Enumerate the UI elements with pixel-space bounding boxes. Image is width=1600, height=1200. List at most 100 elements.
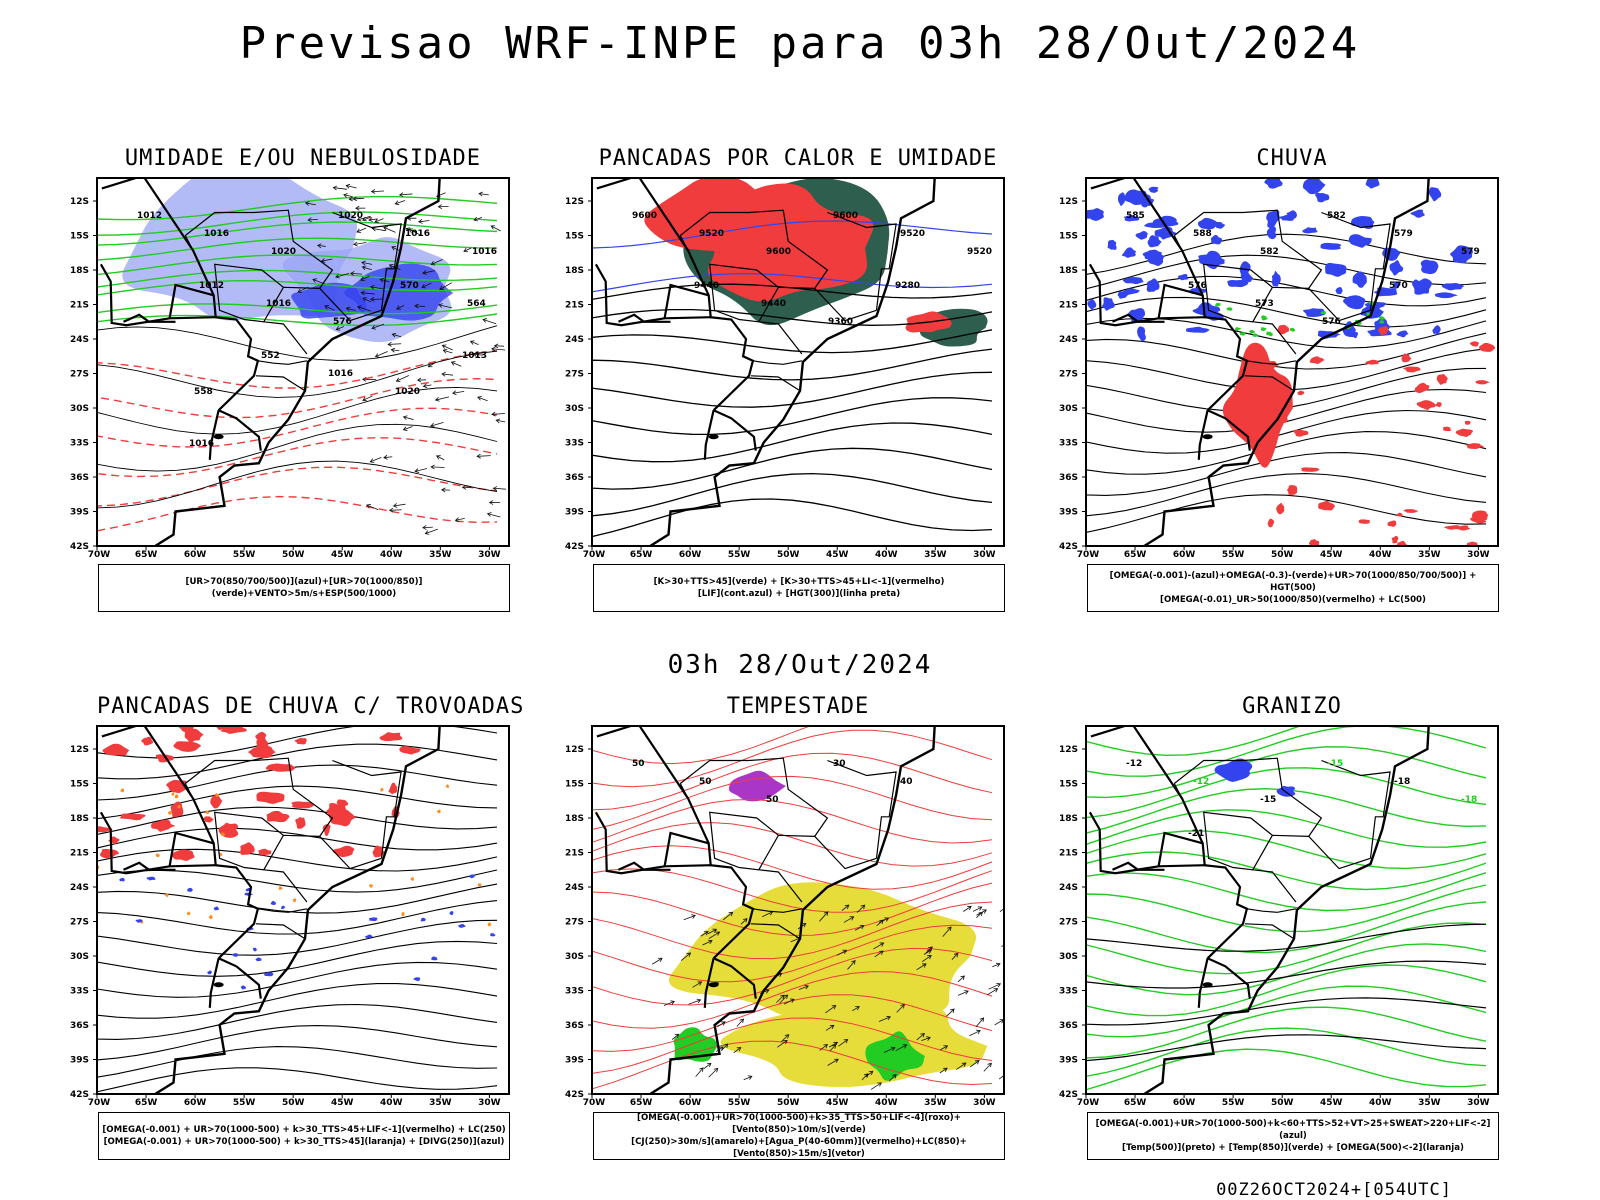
country-border: [594, 263, 665, 327]
lat-tick-label: 18S: [70, 814, 89, 824]
lon-tick-label: 55W: [233, 550, 256, 560]
lon-tick-label: 40W: [1369, 550, 1392, 560]
contour-label: 1012: [199, 281, 224, 291]
state-border: [1321, 759, 1391, 859]
lat-tick-label: 39S: [1059, 1056, 1078, 1066]
country-border: [1207, 957, 1251, 999]
main-title: Previsao WRF-INPE para 03h 28/Out/2024: [239, 18, 1361, 69]
country-border: [168, 831, 217, 868]
lon-tick-label: 70W: [1077, 1098, 1100, 1108]
panel-title: CHUVA: [1256, 146, 1328, 171]
lat-tick-label: 24S: [70, 335, 89, 345]
lon-tick-label: 60W: [1173, 550, 1196, 560]
state-border: [750, 375, 801, 392]
contour-label: 1016: [189, 439, 214, 449]
contour-label: 588: [1193, 229, 1212, 239]
lat-tick-label: 27S: [565, 370, 584, 380]
lat-tick-label: 18S: [565, 814, 584, 824]
state-border: [1321, 211, 1391, 311]
lon-tick-label: 50W: [777, 1098, 800, 1108]
panel-legend: [OMEGA(-0.001)+UR>70(1000-500)+k<60+TTS>…: [1087, 1112, 1499, 1160]
map-frame: [591, 177, 1005, 547]
lat-tick-label: 30S: [565, 404, 584, 414]
country-border: [594, 811, 665, 875]
state-border: [827, 759, 897, 859]
lon-tick-label: 60W: [679, 1098, 702, 1108]
legend-line: [OMEGA(-0.001)+UR>70(1000-500)+k>35_TTS>…: [637, 1113, 961, 1135]
lat-tick-label: 21S: [1059, 301, 1078, 311]
legend-line: [OMEGA(-0.001) + UR>70(1000-500) + k>30_…: [103, 1137, 505, 1147]
map-panel: 585 588 582 582 579 579 576 573 576 570 12S 15S 18S 2…: [1059, 177, 1499, 560]
state-border: [1173, 757, 1323, 837]
lat-tick-label: 21S: [1059, 849, 1078, 859]
contour-label: 1016: [405, 229, 430, 239]
lon-tick-label: 45W: [826, 1098, 849, 1108]
state-border: [1203, 263, 1273, 323]
lat-tick-label: 18S: [1059, 814, 1078, 824]
lon-tick-label: 50W: [282, 550, 305, 560]
lon-tick-label: 40W: [875, 550, 898, 560]
coastline: [647, 178, 936, 546]
country-border: [1090, 178, 1249, 412]
lat-tick-label: 30S: [70, 404, 89, 414]
lat-tick-label: 42S: [565, 542, 584, 552]
lat-tick-label: 24S: [565, 335, 584, 345]
contour-label: 9440: [694, 281, 719, 291]
country-border: [663, 283, 712, 320]
lon-tick-label: 70W: [583, 1098, 606, 1108]
lon-tick-label: 60W: [679, 550, 702, 560]
contour-label: 1016: [328, 369, 353, 379]
state-border: [679, 783, 689, 799]
state-border: [709, 263, 779, 323]
lat-tick-label: 39S: [565, 508, 584, 518]
lat-tick-label: 30S: [1059, 404, 1078, 414]
lon-tick-label: 65W: [1124, 1098, 1147, 1108]
map-panel: -12 -12 -15 -15 -18 -18 -21 12S 15S 18S 21S 24S 27S 3…: [1059, 725, 1499, 1108]
contour-label: -15: [1327, 759, 1343, 769]
lon-tick-label: 65W: [630, 550, 653, 560]
lon-tick-label: 45W: [1320, 1098, 1343, 1108]
lat-tick-label: 42S: [70, 1090, 89, 1100]
lat-tick-label: 27S: [70, 370, 89, 380]
lat-tick-label: 12S: [70, 197, 89, 207]
state-border: [332, 759, 402, 859]
state-border: [255, 923, 306, 940]
country-border: [1157, 283, 1206, 320]
lon-tick-label: 35W: [924, 1098, 947, 1108]
lon-tick-label: 30W: [1467, 550, 1490, 560]
coastline: [1141, 726, 1430, 1094]
contour-label: -15: [1260, 795, 1276, 805]
coastline: [647, 726, 936, 1094]
lat-tick-label: 21S: [565, 301, 584, 311]
mid-date: 03h 28/Out/2024: [667, 650, 933, 680]
lat-tick-label: 36S: [70, 473, 89, 483]
contour-label: 582: [1260, 247, 1279, 257]
country-border: [596, 726, 755, 960]
country-border: [1112, 861, 1165, 871]
country-border: [218, 409, 262, 451]
country-border: [208, 958, 220, 1008]
lat-tick-label: 24S: [70, 883, 89, 893]
lat-tick-label: 15S: [565, 780, 584, 790]
country-border: [713, 409, 757, 451]
contour-label: 9600: [833, 211, 858, 221]
country-border: [618, 861, 671, 871]
state-border: [184, 209, 334, 289]
country-border: [618, 313, 671, 323]
contour-label: 9440: [761, 299, 786, 309]
country-border: [713, 957, 757, 999]
lon-tick-label: 30W: [973, 550, 996, 560]
state-border: [184, 757, 334, 837]
contour-label: 1016: [472, 247, 497, 257]
lon-tick-label: 55W: [728, 1098, 751, 1108]
legend-line: [UR>70(850/700/500)](azul)+[UR>70(1000/8…: [185, 577, 423, 599]
legend-line: [OMEGA(-0.01)_UR>50(1000/850)(vermelho) …: [1160, 595, 1426, 605]
country-border: [663, 831, 712, 868]
map-frame: [591, 725, 1005, 1095]
country-border: [168, 283, 217, 320]
map-frame: [96, 177, 510, 547]
lat-tick-label: 27S: [565, 918, 584, 928]
lat-tick-label: 39S: [1059, 508, 1078, 518]
state-border: [1244, 375, 1295, 392]
